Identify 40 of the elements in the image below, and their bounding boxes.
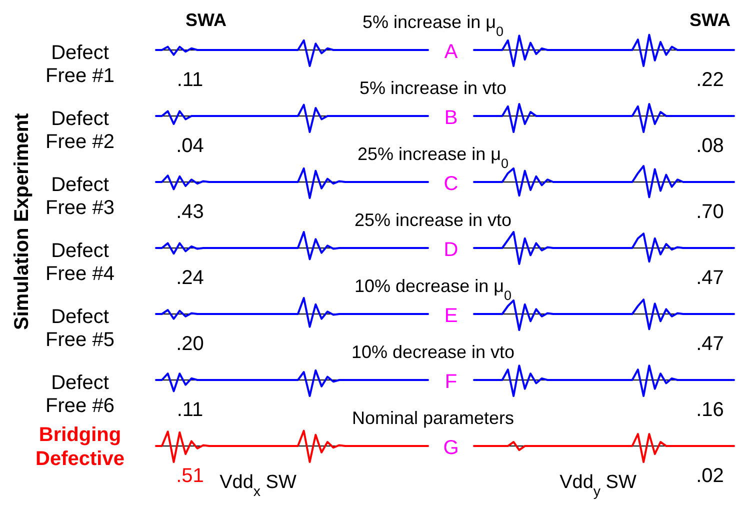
- chart-title: 10% decrease in vto: [351, 342, 515, 362]
- y-axis-title: Defect Free #5: [46, 306, 114, 351]
- text: .20: [176, 333, 204, 355]
- text: G: [443, 437, 459, 459]
- text: C: [444, 173, 458, 195]
- text: A: [444, 41, 458, 63]
- text: .16: [696, 399, 724, 421]
- text: .47: [696, 267, 724, 289]
- chart-title: Nominal parameters: [352, 408, 514, 428]
- text: E: [444, 305, 458, 327]
- text: Simulation Experiment: [11, 112, 33, 330]
- chart-title: 5% increase in μ$_{0}$: [362, 12, 504, 38]
- y-axis-title: Defect Free #6: [46, 372, 114, 417]
- text: .11: [176, 399, 204, 421]
- y-axis-title: Defect Free #2: [46, 108, 114, 153]
- text: D: [444, 239, 458, 261]
- y-axis-title: Defect Free #1: [46, 42, 114, 87]
- text: SWA: [689, 10, 731, 30]
- text: Vdd$_{x}$ SW: [220, 472, 296, 500]
- chart-title: 5% increase in vto: [359, 78, 507, 98]
- text: Vdd$_{y}$ SW: [560, 472, 636, 500]
- y-axis-title: Defect Free #3: [46, 174, 114, 219]
- text: .51: [176, 465, 204, 487]
- text: SWA: [185, 10, 227, 30]
- text: .08: [696, 135, 724, 157]
- text: .24: [176, 267, 204, 289]
- text: .47: [696, 333, 724, 355]
- text: .70: [696, 201, 724, 223]
- text: .43: [176, 201, 204, 223]
- text: .04: [176, 135, 204, 157]
- chart-title: 10% decrease in μ$_{0}$: [354, 276, 512, 302]
- text: B: [444, 107, 458, 129]
- y-axis-title: Defect Free #4: [46, 240, 114, 285]
- chart-title: 25% increase in vto: [354, 210, 512, 230]
- text: .22: [696, 69, 724, 91]
- text: .02: [696, 465, 724, 487]
- series-label: Bridging Defective: [36, 424, 124, 470]
- chart-title: 25% increase in μ$_{0}$: [358, 144, 508, 170]
- text: .11: [176, 69, 204, 91]
- text: F: [444, 371, 458, 393]
